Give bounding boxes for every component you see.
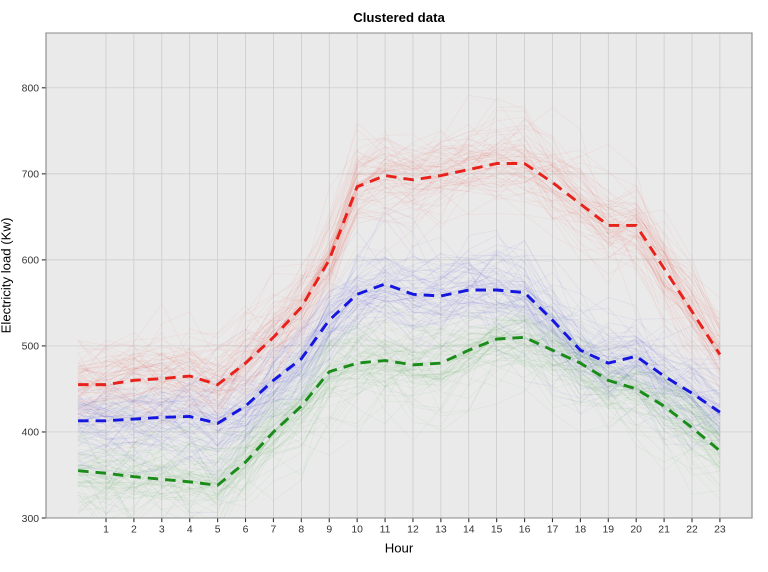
svg-text:21: 21 (658, 524, 670, 535)
svg-text:23: 23 (714, 524, 726, 535)
svg-text:500: 500 (22, 342, 40, 353)
svg-text:9: 9 (326, 524, 332, 535)
svg-text:4: 4 (187, 524, 193, 535)
svg-text:22: 22 (686, 524, 698, 535)
svg-text:5: 5 (215, 524, 221, 535)
svg-text:17: 17 (547, 524, 559, 535)
svg-text:20: 20 (630, 524, 642, 535)
svg-text:16: 16 (519, 524, 531, 535)
svg-text:15: 15 (491, 524, 503, 535)
svg-text:400: 400 (22, 428, 40, 439)
svg-text:800: 800 (22, 84, 40, 95)
svg-text:700: 700 (22, 170, 40, 181)
svg-text:7: 7 (271, 524, 277, 535)
svg-text:18: 18 (575, 524, 587, 535)
svg-text:600: 600 (22, 256, 40, 267)
svg-text:6: 6 (243, 524, 249, 535)
svg-text:8: 8 (298, 524, 304, 535)
svg-text:2: 2 (131, 524, 137, 535)
svg-text:Hour: Hour (385, 541, 414, 556)
svg-text:14: 14 (463, 524, 475, 535)
svg-text:Clustered data: Clustered data (353, 10, 445, 25)
svg-text:12: 12 (407, 524, 419, 535)
svg-text:11: 11 (380, 524, 391, 535)
svg-text:13: 13 (435, 524, 447, 535)
svg-text:Electricity load (Kw): Electricity load (Kw) (0, 218, 14, 334)
svg-text:3: 3 (159, 524, 165, 535)
svg-text:19: 19 (602, 524, 614, 535)
svg-text:300: 300 (22, 514, 40, 525)
svg-text:10: 10 (351, 524, 363, 535)
svg-text:1: 1 (103, 524, 109, 535)
